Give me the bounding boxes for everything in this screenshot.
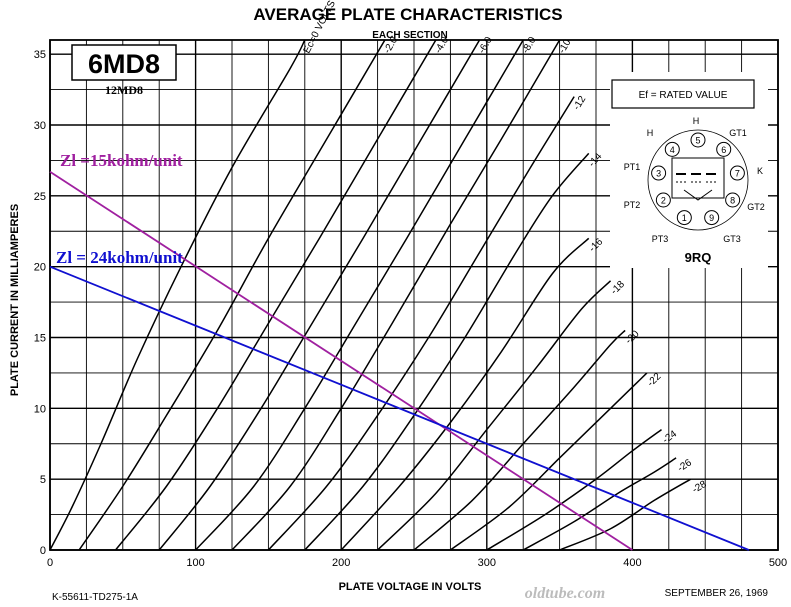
- pin-designation: GT3: [723, 234, 741, 244]
- pin-number: 9: [709, 213, 714, 223]
- chart-subtitle: EACH SECTION: [372, 30, 448, 41]
- load-lines: [49, 170, 750, 551]
- grid-curve-9: [377, 280, 612, 551]
- watermark: oldtube.com: [525, 585, 605, 602]
- y-tick-label: 5: [40, 474, 46, 486]
- chart-title: AVERAGE PLATE CHARACTERISTICS: [253, 5, 562, 24]
- pin-designation: PT3: [652, 234, 669, 244]
- curve-label-11: -22: [645, 371, 663, 389]
- x-tick-label: 400: [623, 557, 641, 569]
- y-tick-label: 15: [34, 333, 46, 345]
- load-line-1: [49, 265, 750, 551]
- grid-curve-12: [486, 428, 662, 551]
- grid-curve-4: [195, 39, 524, 551]
- drawing-code: K-55611-TD275-1A: [52, 592, 138, 603]
- pin-designation: H: [647, 128, 654, 138]
- grid-curve-1: [78, 39, 386, 551]
- pin-number: 4: [670, 145, 675, 155]
- x-tick-label: 0: [47, 557, 53, 569]
- pin-circle: [690, 132, 706, 148]
- pin-number: 7: [735, 169, 740, 179]
- curve-label-3: -6.0: [477, 35, 495, 56]
- pin-designation: H: [693, 116, 700, 126]
- x-tick-label: 500: [769, 557, 787, 569]
- basing-diagram: 5 6 7 8 9 1 2 3 4 H GT1 H PT1 K PT2 GT2 PT3 GT3: [624, 116, 765, 244]
- pin-designation: K: [757, 166, 763, 176]
- y-tick-label: 25: [34, 191, 46, 203]
- pin-designation: PT1: [624, 162, 641, 172]
- x-axis-label: PLATE VOLTAGE IN VOLTS: [339, 581, 482, 593]
- cathode-element: [683, 189, 713, 201]
- pin-circle: [651, 165, 667, 181]
- curve-label-7: -14: [587, 151, 605, 169]
- x-tick-label: 300: [478, 557, 496, 569]
- envelope-shape: [671, 157, 725, 199]
- grid-curve-2: [114, 39, 437, 551]
- grid-curve-3: [158, 39, 481, 551]
- curves: [49, 39, 692, 551]
- grid-curve-8: [340, 237, 590, 551]
- pin-number: 8: [730, 196, 735, 206]
- grid-curve-13: [522, 457, 677, 551]
- curve-label-9: -18: [609, 279, 627, 297]
- grid-curve-11: [449, 372, 648, 551]
- pin-number: 5: [695, 136, 700, 146]
- pin-circle: [655, 192, 671, 208]
- y-axis-label: PLATE CURRENT IN MILLIAMPERES: [9, 204, 21, 396]
- base-outline: [647, 129, 749, 231]
- load-line-0: [49, 170, 633, 551]
- heater-note-box: [611, 79, 755, 109]
- curve-label-8: -16: [587, 236, 605, 254]
- load-line-label-15k: Zl =15kohm/unit: [60, 151, 183, 170]
- pin-circle: [716, 141, 732, 157]
- basing-code: 9RQ: [685, 250, 712, 265]
- tube-name-box: [71, 44, 177, 81]
- x-tick-label: 200: [332, 557, 350, 569]
- pin-circle: [725, 192, 741, 208]
- grid-curve-14: [559, 478, 692, 551]
- curve-label-14: -28: [691, 479, 709, 496]
- x-tick-label: 100: [186, 557, 204, 569]
- grid-curve-7: [304, 152, 590, 551]
- y-tick-label: 0: [40, 545, 46, 557]
- tube-alt: 12MD8: [105, 83, 143, 97]
- pin-circle: [704, 210, 720, 226]
- curve-label-10: -20: [624, 328, 642, 346]
- y-tick-label: 35: [34, 49, 46, 61]
- pin-designation: PT2: [624, 200, 641, 210]
- pin-number: 2: [661, 196, 666, 206]
- y-tick-label: 30: [34, 120, 46, 132]
- tube-type: 6MD8: [88, 49, 160, 79]
- grid-curve-10: [413, 329, 626, 551]
- grid: [49, 39, 779, 551]
- chart-date: SEPTEMBER 26, 1969: [665, 588, 769, 599]
- curve-label-4: -8.0: [520, 35, 538, 56]
- pin-circle: [676, 210, 692, 226]
- pin-number: 1: [682, 213, 687, 223]
- curve-label-13: -26: [676, 457, 694, 474]
- y-tick-label: 20: [34, 262, 46, 274]
- pin-designation: GT2: [747, 202, 765, 212]
- pin-circle: [729, 165, 745, 181]
- heater-note: Ef = RATED VALUE: [639, 90, 728, 101]
- pin-designation: GT1: [729, 128, 747, 138]
- pin-number: 3: [656, 169, 661, 179]
- y-tick-label: 10: [34, 403, 46, 415]
- grid-curve-5: [231, 39, 561, 551]
- grid-curve-0: [49, 39, 306, 551]
- pin-number: 6: [721, 145, 726, 155]
- load-line-label-24k: Zl = 24kohm/unit: [56, 248, 183, 267]
- pin-circle: [664, 141, 680, 157]
- grid-curve-6: [267, 96, 575, 551]
